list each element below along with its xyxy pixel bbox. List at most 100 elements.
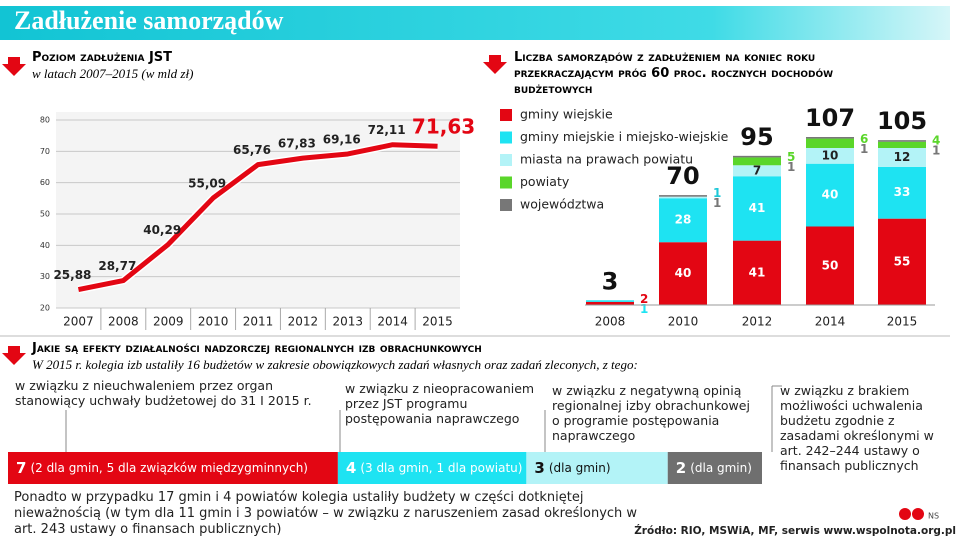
- value-label: 67,83: [278, 137, 316, 151]
- y-tick-label: 60: [40, 178, 50, 187]
- legend-swatch: [500, 154, 512, 166]
- segment-label: 4 (3 dla gmin, 1 dla powiatu): [346, 459, 523, 477]
- value-label: 55,09: [188, 177, 226, 191]
- segment-label: 5: [787, 150, 795, 164]
- chart-subtitle: W 2015 r. kolegia izb ustaliły 16 budżet…: [32, 357, 638, 372]
- legend-label: powiaty: [520, 174, 570, 189]
- total-label: 105: [877, 107, 927, 135]
- bar-segment: [806, 137, 854, 139]
- total-label: 107: [805, 104, 855, 132]
- y-tick-label: 30: [40, 272, 50, 281]
- bar-segment: [878, 141, 926, 148]
- bar-segment: [878, 166, 926, 219]
- x-tick-label: 2009: [153, 315, 184, 329]
- segment-label: 50: [822, 258, 839, 272]
- bar-segment: [586, 301, 634, 305]
- y-tick-label: 20: [40, 304, 50, 313]
- segment-label: 7: [753, 163, 761, 177]
- legend-label: gminy miejskie i miejsko-wiejskie: [520, 129, 729, 144]
- segment-detail: (2 dla gmin, 5 dla związków międzygminny…: [30, 461, 308, 475]
- annotation: w związku z negatywną opinią regionalnej…: [552, 383, 750, 443]
- segment-value: 7: [16, 459, 26, 477]
- bar-segment: [806, 138, 854, 148]
- legend-swatch: [500, 109, 512, 121]
- segment-label: 12: [894, 150, 911, 164]
- segment-detail: (3 dla gmin, 1 dla powiatu): [360, 461, 522, 475]
- segment-label: 4: [932, 133, 940, 147]
- annotation: w związku z nieopracowaniem przez JST pr…: [345, 381, 535, 426]
- segment-label: 40: [675, 266, 692, 280]
- segment-label: 28: [675, 213, 692, 227]
- bar-segment: [659, 198, 707, 243]
- segment-label: 41: [749, 265, 766, 279]
- segment-label: 1: [787, 160, 795, 174]
- chart-title: Poziom zadłużenia JST: [32, 50, 173, 65]
- legend-label: województwa: [520, 197, 604, 212]
- bar-segment: [806, 163, 854, 227]
- source: Źródło: RIO, MSWiA, MF, serwis www.wspol…: [634, 525, 956, 537]
- segment-label: 40: [822, 188, 839, 202]
- header-band: [0, 6, 950, 40]
- chart-title: Liczba samorządów z zadłużeniem na konie…: [514, 50, 834, 97]
- bar-segment: [733, 165, 781, 177]
- y-tick-label: 40: [40, 241, 50, 250]
- annotation: w związku z brakiem możliwości uchwaleni…: [780, 383, 934, 473]
- bar-segment: [733, 240, 781, 305]
- segment-label: 1: [713, 196, 721, 210]
- bar-segment: [586, 300, 634, 302]
- y-tick-label: 50: [40, 210, 50, 219]
- segment-label: 41: [749, 201, 766, 215]
- bar-segment: [667, 452, 762, 484]
- segment-label: 2: [640, 292, 648, 306]
- segment-value: 4: [346, 459, 356, 477]
- note: Ponadto w przypadku 17 gmin i 4 powiatów…: [14, 490, 638, 537]
- x-tick-label: 2015: [422, 315, 453, 329]
- segment-value: 2: [676, 459, 686, 477]
- x-tick-label: 2014: [815, 315, 846, 329]
- bar-segment: [878, 140, 926, 142]
- x-tick-label: 2011: [243, 315, 274, 329]
- y-tick-label: 80: [40, 116, 50, 125]
- x-tick-label: 2007: [63, 315, 94, 329]
- value-label: 69,16: [323, 132, 361, 146]
- arrow-icon: [2, 346, 26, 365]
- total-label: 3: [602, 267, 619, 295]
- legend-label: gminy wiejskie: [520, 107, 613, 122]
- segment-label: 1: [713, 186, 721, 200]
- value-label: 28,77: [98, 259, 136, 273]
- segment-detail: (dla gmin): [549, 461, 611, 475]
- segment-label: 6: [860, 132, 868, 146]
- value-label: 72,11: [368, 123, 406, 137]
- arrow-icon: [483, 55, 507, 74]
- arrow-icon: [2, 57, 26, 76]
- bar-segment: [659, 196, 707, 199]
- x-tick-label: 2008: [595, 315, 626, 329]
- legend-swatch: [500, 199, 512, 211]
- chart-subtitle: w latach 2007–2015 (w mld zł): [32, 66, 194, 81]
- chart-title: Jakie są efekty działalności nadzorczej …: [32, 341, 482, 356]
- x-tick-label: 2010: [198, 315, 229, 329]
- segment-value: 3: [534, 459, 544, 477]
- bar-segment: [733, 155, 781, 158]
- segment-label: 10: [822, 148, 839, 162]
- bar-segment: [806, 226, 854, 305]
- bar-segment: [526, 452, 668, 484]
- segment-label: 1: [640, 302, 648, 316]
- value-label: 40,29: [143, 223, 181, 237]
- bar-segment: [733, 157, 781, 166]
- total-label: 70: [666, 162, 699, 190]
- x-tick-label: 2008: [108, 315, 139, 329]
- bar-segment: [337, 452, 527, 484]
- page-title: Zadłużenie samorządów: [14, 6, 284, 35]
- bar-segment: [659, 242, 707, 305]
- legend-swatch: [500, 176, 512, 189]
- y-tick-label: 70: [40, 147, 50, 156]
- segment-label: 1: [860, 142, 868, 156]
- value-label: 65,76: [233, 143, 271, 157]
- bar-segment: [659, 195, 707, 197]
- annotation: w związku z nieuchwaleniem przez organ s…: [15, 378, 312, 408]
- x-tick-label: 2014: [377, 315, 408, 329]
- value-label: 71,63: [412, 115, 475, 139]
